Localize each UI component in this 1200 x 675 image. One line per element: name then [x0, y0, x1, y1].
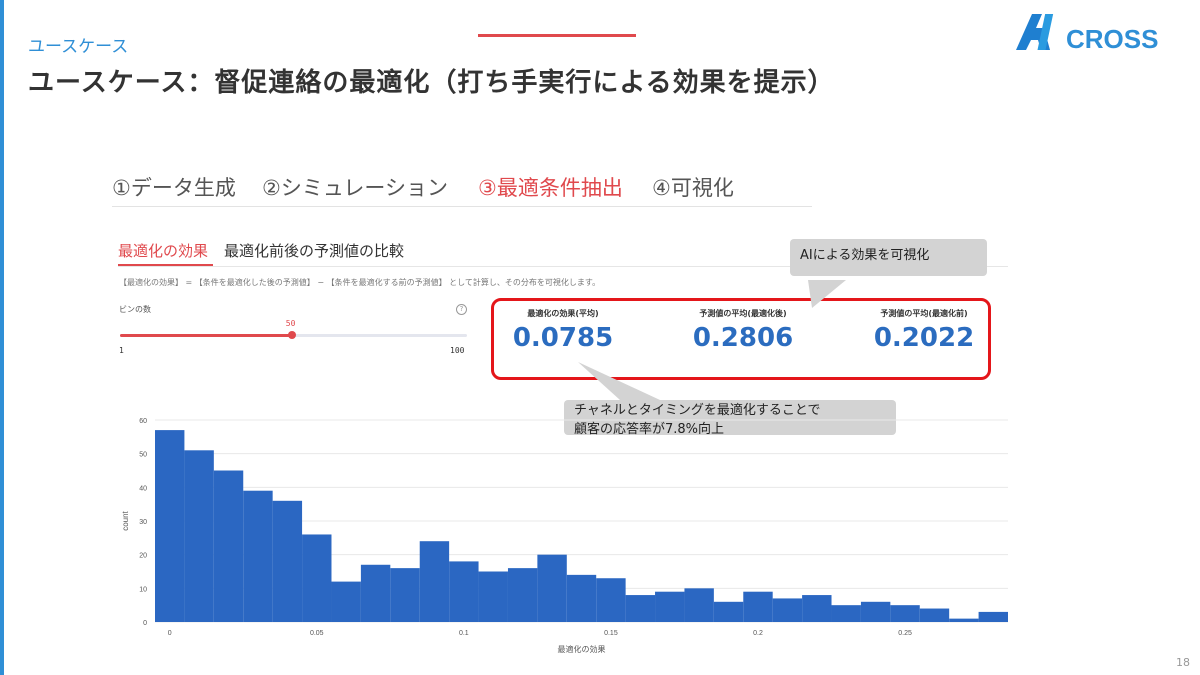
y-tick-label: 40 [139, 485, 147, 492]
metric-after-mean: 予測値の平均(最適化後) 0.2806 [658, 308, 828, 353]
histogram-bar [184, 450, 214, 622]
x-axis-label: 最適化の効果 [558, 644, 606, 654]
histogram-bar [625, 595, 656, 622]
metric-label: 最適化の効果(平均) [527, 309, 599, 318]
y-tick-label: 50 [139, 452, 147, 459]
histogram-bar [566, 574, 597, 622]
histogram-bar [213, 470, 244, 622]
bins-slider-min: 1 [119, 346, 124, 355]
y-tick-label: 0 [143, 620, 147, 627]
histogram-bar [272, 500, 303, 622]
page-number: 18 [1176, 656, 1190, 669]
histogram-bar [919, 608, 950, 622]
step-data-generation[interactable]: ①データ生成 [112, 176, 236, 200]
histogram-bar [596, 578, 626, 622]
x-tick-label: 0.05 [310, 630, 324, 637]
page-title: ユースケース：督促連絡の最適化（打ち手実行による効果を提示） [28, 68, 835, 98]
histogram-chart: 0 10 20 30 40 50 60 0 0.05 0.1 0.15 0.2 0.25 最適化の効果 co… [110, 410, 1010, 660]
callout-line-2: 顧客の応答率が7.8%向上 [574, 422, 725, 437]
bins-label: ビンの数 [119, 305, 151, 314]
active-step-underline [478, 34, 636, 37]
formula-text: 【最適化の効果】 = 【条件を最適化した後の予測値】 − 【条件を最適化する前の… [119, 278, 601, 287]
x-tick-label: 0 [168, 630, 172, 637]
x-tick-label: 0.25 [898, 630, 912, 637]
tab-prediction-comparison[interactable]: 最適化前後の予測値の比較 [224, 242, 405, 260]
step-tabs: ①データ生成 ②シミュレーション ③最適条件抽出 ④可視化 [112, 168, 812, 207]
y-axis-label: count [121, 510, 130, 530]
step-optimal-condition[interactable]: ③最適条件抽出 [478, 176, 623, 200]
x-tick-label: 0.15 [604, 630, 618, 637]
histogram-bar [537, 554, 567, 622]
metric-label: 予測値の平均(最適化後) [699, 309, 787, 318]
callout-ai-effect: AIによる効果を可視化 [790, 239, 987, 276]
metric-before-mean: 予測値の平均(最適化前) 0.2022 [839, 308, 1009, 353]
help-icon[interactable]: ? [456, 304, 467, 315]
histogram-bar [890, 605, 920, 622]
histogram-bar [331, 581, 361, 622]
metric-value: 0.0785 [512, 323, 614, 353]
x-tick-label: 0.1 [459, 630, 469, 637]
y-tick-label: 30 [139, 519, 147, 526]
bins-slider-value: 50 [285, 319, 296, 328]
histogram-bar [449, 561, 479, 622]
histogram-bar [978, 611, 1008, 622]
metric-value: 0.2022 [873, 323, 975, 353]
histogram-bar [949, 618, 979, 622]
histogram-bar [743, 591, 773, 622]
histogram-bar [655, 591, 685, 622]
metrics-highlight-box [491, 298, 991, 380]
y-tick-label: 10 [139, 586, 147, 593]
tab-optimization-effect[interactable]: 最適化の効果 [118, 242, 209, 260]
histogram-bar [302, 534, 332, 622]
bins-slider-fill [120, 334, 292, 337]
x-tick-label: 0.2 [753, 630, 763, 637]
step-visualization[interactable]: ④可視化 [652, 176, 734, 200]
histogram-bar [802, 595, 832, 622]
metric-effect-mean: 最適化の効果(平均) 0.0785 [478, 308, 648, 353]
bins-slider-max: 100 [450, 346, 465, 355]
step-simulation[interactable]: ②シミュレーション [262, 176, 448, 200]
histogram-bar [390, 568, 420, 622]
svg-text:CROSS: CROSS [1066, 24, 1158, 54]
y-tick-label: 60 [139, 418, 147, 425]
left-accent-bar [0, 0, 4, 675]
callout-response-rate: チャネルとタイミングを最適化することで 顧客の応答率が7.8%向上 [564, 400, 896, 437]
histogram-bar [831, 605, 861, 622]
histogram-bar [507, 568, 538, 622]
histogram-bar [419, 541, 450, 622]
histogram-bar [713, 601, 744, 622]
bins-slider[interactable] [120, 331, 467, 339]
histogram-svg: 0 10 20 30 40 50 60 0 0.05 0.1 0.15 0.2 0.25 最適化の効果 co… [121, 418, 1008, 654]
metric-label: 予測値の平均(最適化前) [880, 309, 968, 318]
histogram-bar [860, 601, 891, 622]
callout-line-1: チャネルとタイミングを最適化することで [574, 403, 821, 418]
histogram-bar [360, 564, 391, 622]
metric-value: 0.2806 [692, 323, 794, 353]
y-tick-label: 20 [139, 553, 147, 560]
section-label: ユースケース [28, 37, 129, 57]
subtabs: 最適化の効果 最適化前後の予測値の比較 [118, 240, 1008, 267]
active-subtab-underline [118, 264, 213, 266]
histogram-bar [155, 430, 185, 622]
histogram-bar [243, 490, 273, 622]
histogram-bar [684, 588, 714, 622]
histogram-bar [772, 598, 803, 622]
histogram-bar [478, 571, 508, 622]
aicross-logo: CROSS [1016, 14, 1158, 54]
bins-slider-thumb[interactable] [287, 331, 296, 339]
